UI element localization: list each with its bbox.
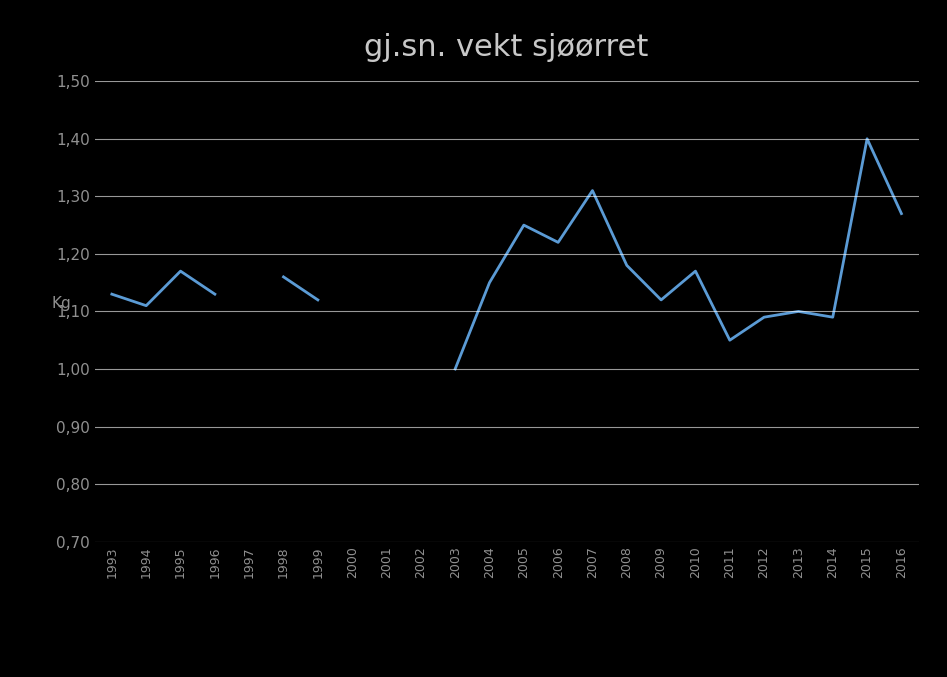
Title: gj.sn. vekt sjøørret: gj.sn. vekt sjøørret bbox=[365, 33, 649, 62]
Y-axis label: Kg: Kg bbox=[52, 297, 72, 311]
